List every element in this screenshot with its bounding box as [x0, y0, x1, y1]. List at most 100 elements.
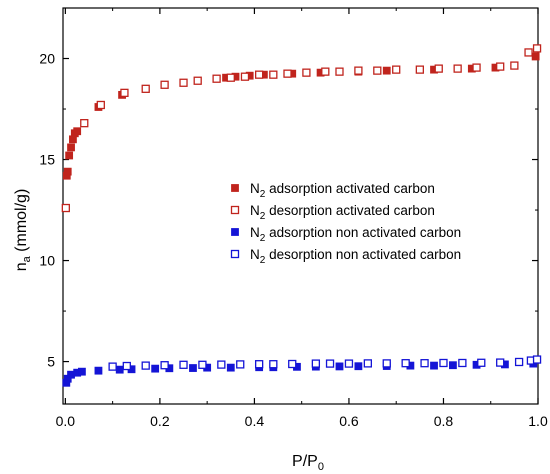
- legend-prefix: N: [250, 203, 260, 218]
- data-point: [382, 66, 391, 75]
- data-point: [226, 73, 235, 82]
- legend-marker: [230, 205, 240, 215]
- x-axis-label-main: P/P: [292, 453, 318, 470]
- x-tick-label: 0.2: [150, 413, 170, 429]
- legend-prefix-sub: 2: [260, 189, 266, 200]
- data-point: [449, 361, 457, 370]
- data-point: [269, 360, 278, 369]
- y-axis-label-sub: a: [21, 255, 33, 262]
- data-point: [67, 143, 75, 152]
- data-point: [179, 78, 188, 87]
- data-point: [363, 359, 373, 368]
- legend-series-name: desorption activated carbon: [265, 203, 435, 218]
- legend-prefix: N: [250, 225, 260, 240]
- data-point: [496, 62, 505, 71]
- data-point: [254, 360, 264, 369]
- data-point: [472, 63, 481, 72]
- x-tick-label: 0.6: [339, 413, 359, 429]
- data-point: [311, 359, 321, 368]
- legend-prefix: N: [250, 247, 260, 262]
- data-point: [193, 76, 202, 85]
- data-point: [401, 359, 410, 368]
- x-axis-label-sub: 0: [318, 461, 324, 473]
- legend-marker: [230, 249, 240, 259]
- x-tick-labels: 0.0 0.2 0.4 0.6 0.8 1.0: [56, 413, 548, 429]
- x-tick-label: 1.0: [528, 413, 548, 429]
- legend-entry-label: N2 desorption non activated carbon: [250, 247, 461, 266]
- data-point: [96, 100, 105, 110]
- data-point: [65, 151, 74, 160]
- x-tick-label: 0.4: [245, 413, 265, 429]
- data-point: [141, 361, 150, 370]
- data-point: [392, 65, 401, 74]
- y-tick-label: 20: [39, 51, 55, 67]
- legend-series-name: adsorption non activated carbon: [265, 225, 461, 240]
- data-point: [532, 355, 542, 364]
- data-point: [531, 52, 540, 61]
- data-point: [189, 364, 197, 372]
- data-point: [382, 359, 391, 368]
- legend-series-name: desorption non activated carbon: [265, 247, 461, 262]
- legend-marker: [231, 228, 239, 236]
- data-point: [283, 69, 292, 78]
- data-point: [217, 360, 226, 369]
- y-axis-label-main: n: [13, 262, 30, 271]
- data-point: [335, 362, 344, 371]
- data-point: [160, 80, 169, 89]
- data-point: [63, 167, 72, 176]
- data-point: [254, 70, 264, 79]
- data-point: [94, 366, 103, 375]
- data-point: [514, 357, 524, 367]
- y-axis-label: na (mmol/g): [13, 189, 33, 272]
- legend-prefix-sub: 2: [260, 233, 266, 244]
- series-desorption-activated-carbon: [61, 44, 542, 213]
- data-point: [373, 66, 382, 75]
- data-point: [115, 365, 124, 374]
- legend-marker: [231, 184, 239, 192]
- legend-prefix: N: [250, 181, 260, 196]
- data-point: [532, 44, 542, 53]
- x-axis-label: P/P0: [292, 453, 324, 473]
- data-point: [354, 362, 363, 371]
- data-point: [179, 360, 188, 369]
- data-point: [160, 361, 169, 370]
- data-point: [240, 72, 250, 81]
- data-point: [141, 84, 150, 93]
- data-point: [151, 364, 160, 373]
- y-tick-label: 10: [39, 253, 55, 269]
- legend-prefix-sub: 2: [260, 255, 266, 266]
- legend-entry-label: N2 adsorption activated carbon: [250, 181, 435, 200]
- data-point: [269, 70, 278, 79]
- x-tick-label: 0.8: [434, 413, 454, 429]
- data-point: [120, 88, 129, 98]
- data-point: [288, 359, 297, 369]
- legend-series-name: adsorption activated carbon: [265, 181, 435, 196]
- data-point: [108, 362, 117, 371]
- data-point: [73, 127, 82, 136]
- y-axis-label-rest: (mmol/g): [13, 189, 30, 257]
- series-desorption-non-activated-carbon: [108, 355, 542, 371]
- data-point: [453, 64, 462, 73]
- data-point: [61, 203, 70, 213]
- data-point: [354, 66, 363, 75]
- data-point: [78, 367, 86, 376]
- data-point: [439, 358, 448, 368]
- data-point: [80, 119, 89, 128]
- data-point: [198, 360, 207, 369]
- data-point: [477, 358, 486, 367]
- legend-entry-label: N2 desorption activated carbon: [250, 203, 435, 222]
- y-tick-label: 15: [39, 152, 55, 168]
- data-point: [524, 48, 533, 57]
- data-point: [458, 358, 467, 368]
- data-point: [302, 68, 311, 77]
- series-layer: [61, 44, 542, 387]
- legend-entry-label: N2 adsorption non activated carbon: [250, 225, 461, 244]
- data-point: [434, 64, 443, 73]
- data-point: [226, 363, 235, 372]
- data-point: [325, 359, 335, 368]
- data-point: [212, 74, 221, 83]
- data-point: [335, 67, 344, 76]
- legend-prefix-sub: 2: [260, 211, 266, 222]
